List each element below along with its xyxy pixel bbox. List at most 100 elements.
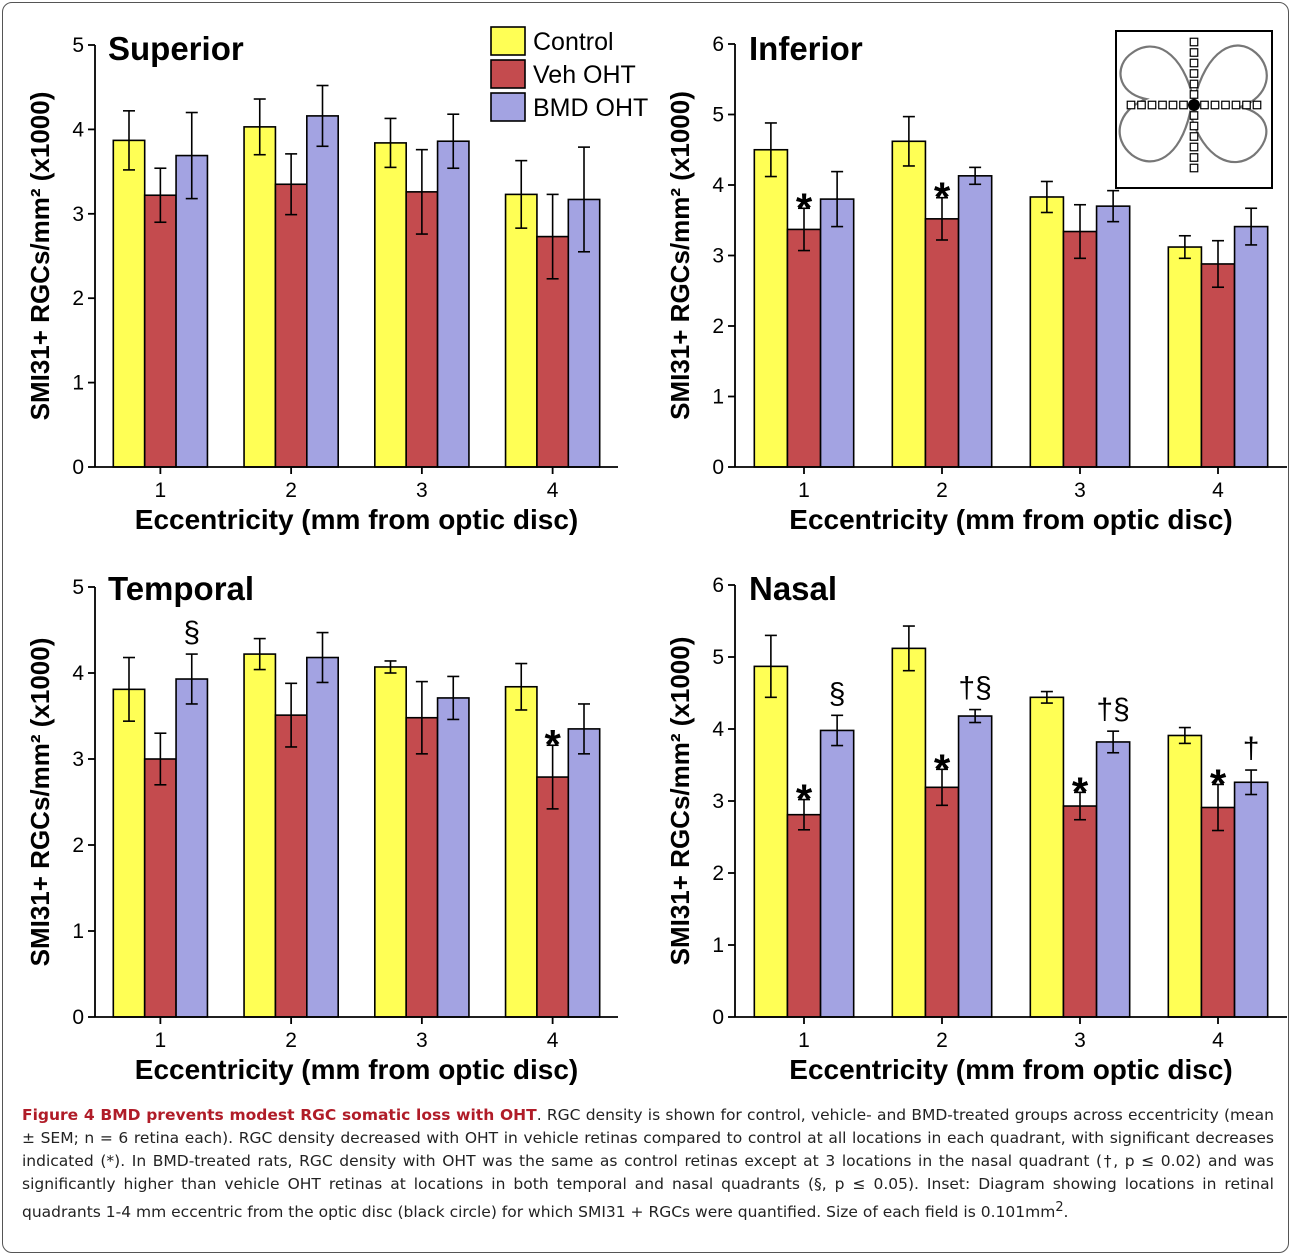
x-tick-label: 4	[547, 479, 559, 502]
bar-control-1	[753, 665, 789, 1018]
x-axis-label: Eccentricity (mm from optic disc)	[135, 1054, 578, 1085]
sample-field	[1189, 90, 1199, 99]
legend-swatch-control	[490, 26, 526, 56]
bar-control-3	[374, 142, 407, 468]
y-tick-label: 4	[712, 718, 724, 741]
bar-bmd-2	[306, 115, 339, 468]
bar-control-2	[243, 126, 277, 468]
y-tick-label: 4	[712, 174, 724, 197]
y-tick-label: 6	[712, 33, 724, 56]
bar-control-3	[374, 666, 407, 1018]
sample-field	[1231, 100, 1241, 110]
y-tick-label: 3	[712, 790, 724, 813]
bar-bmd-1	[819, 729, 855, 1018]
sample-field	[1189, 142, 1199, 152]
sample-field	[1210, 100, 1220, 110]
caption-end: .	[1063, 1203, 1069, 1222]
bar-veh-1	[786, 228, 822, 468]
optic-disc-marker	[1188, 99, 1200, 111]
y-axis-label: SMI31+ RGCs/mm² (x1000)	[665, 91, 695, 420]
significance-marker: *	[1072, 768, 1089, 815]
bar-bmd-4	[567, 728, 601, 1018]
y-tick-label: 2	[72, 834, 84, 857]
x-tick-label: 1	[798, 1029, 810, 1052]
y-tick-label: 3	[712, 245, 724, 268]
x-tick-label: 2	[285, 1029, 297, 1052]
significance-marker: †§	[1096, 693, 1129, 726]
significance-marker: §	[183, 616, 200, 649]
sample-field	[1189, 69, 1199, 78]
bar-control-4	[504, 685, 538, 1018]
chart-panel-inferior: 1 2 3 4 * * 0 1 2 3 4 5 6 SMI31+ RGCs/mm² (x1000) Ecce…	[665, 30, 1287, 535]
sample-field	[1158, 100, 1167, 110]
bar-bmd-3	[1095, 741, 1131, 1018]
y-tick-label: 5	[72, 34, 84, 57]
panel-title: Nasal	[749, 570, 837, 607]
y-tick-label: 1	[72, 372, 84, 395]
x-tick-label: 1	[155, 479, 167, 502]
legend-swatch-bmd	[490, 92, 526, 122]
bar-control-4	[1167, 734, 1203, 1018]
bar-bmd-4	[1233, 225, 1269, 468]
bar-veh-3	[1062, 230, 1098, 468]
bar-bmd-3	[1095, 205, 1131, 468]
chart-panel-nasal: 1 2 3 4 * § * †§ * †§ * † 0 1 2 3 4 5 6 SMI31+ RGCs/mm² (x1…	[665, 570, 1287, 1085]
legend-label-veh: Veh OHT	[533, 61, 636, 89]
y-tick-label: 4	[72, 662, 84, 685]
y-tick-label: 1	[712, 386, 724, 409]
bar-bmd-2	[957, 715, 993, 1018]
bar-veh-4	[1200, 806, 1236, 1018]
sample-field	[1221, 100, 1230, 110]
sample-field	[1189, 121, 1199, 131]
x-tick-label: 4	[1212, 1029, 1224, 1052]
caption-title: Figure 4 BMD prevents modest RGC somatic…	[22, 1106, 537, 1124]
bar-control-3	[1029, 196, 1065, 468]
caption-figure-label: Figure 4	[22, 1106, 95, 1124]
y-tick-label: 0	[712, 1006, 724, 1029]
sample-field	[1137, 100, 1146, 110]
figure-caption: Figure 4 BMD prevents modest RGC somatic…	[22, 1104, 1274, 1224]
bar-veh-1	[143, 194, 177, 468]
bar-control-1	[112, 139, 146, 468]
sample-field	[1189, 48, 1199, 57]
bar-control-1	[753, 148, 789, 468]
sample-field	[1200, 100, 1209, 110]
x-tick-label: 2	[285, 479, 297, 502]
bar-bmd-1	[819, 198, 855, 468]
bar-bmd-3	[436, 697, 470, 1018]
inset-retina-diagram	[1115, 30, 1273, 189]
chart-panel-temporal: 1 2 3 4 § * 0 1 2 3 4 5 SMI31+ RGCs/mm² (x1000) Eccen…	[25, 570, 618, 1085]
bar-bmd-4	[1233, 781, 1269, 1018]
x-tick-label: 4	[547, 1029, 559, 1052]
y-tick-label: 5	[712, 646, 724, 669]
x-tick-label: 1	[798, 479, 810, 502]
bar-control-3	[1029, 696, 1065, 1018]
x-tick-label: 4	[1212, 479, 1224, 502]
x-tick-label: 3	[1074, 1029, 1086, 1052]
sample-field	[1147, 100, 1157, 110]
legend-label-control: Control	[533, 28, 614, 56]
bar-bmd-1	[175, 678, 209, 1018]
bar-veh-3	[405, 191, 439, 468]
y-tick-label: 4	[72, 118, 84, 141]
sample-field	[1189, 163, 1199, 173]
bar-control-2	[891, 647, 927, 1018]
y-tick-label: 0	[72, 1006, 84, 1029]
x-tick-label: 2	[936, 479, 948, 502]
y-tick-label: 3	[72, 748, 84, 771]
bar-veh-1	[143, 758, 177, 1018]
panel-title: Temporal	[108, 570, 254, 607]
sample-field	[1189, 58, 1199, 68]
y-axis-label: SMI31+ RGCs/mm² (x1000)	[25, 92, 55, 421]
y-tick-label: 2	[72, 287, 84, 310]
sample-field	[1189, 132, 1199, 141]
bar-control-4	[1167, 246, 1203, 468]
x-axis-label: Eccentricity (mm from optic disc)	[789, 1054, 1232, 1085]
sample-field	[1126, 100, 1136, 110]
legend-label-bmd: BMD OHT	[533, 94, 648, 122]
sample-field	[1189, 37, 1199, 47]
bar-control-1	[112, 688, 146, 1018]
y-tick-label: 5	[72, 576, 84, 599]
bar-veh-1	[786, 813, 822, 1018]
sample-field	[1189, 111, 1199, 120]
